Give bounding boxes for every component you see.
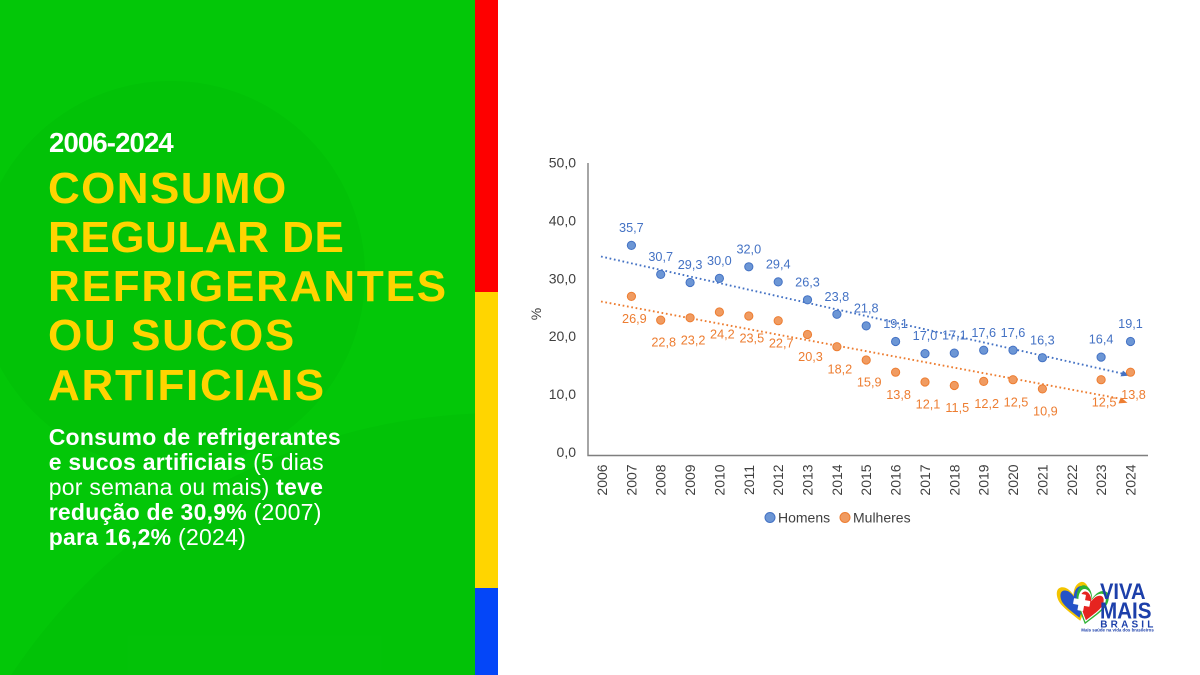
svg-text:20,0: 20,0 <box>549 328 576 344</box>
svg-text:17,6: 17,6 <box>971 326 996 340</box>
svg-text:12,1: 12,1 <box>916 398 941 412</box>
svg-text:12,2: 12,2 <box>974 397 999 411</box>
svg-text:2019: 2019 <box>976 464 992 495</box>
svg-text:30,0: 30,0 <box>549 270 576 286</box>
svg-text:0,0: 0,0 <box>557 444 577 460</box>
svg-text:16,4: 16,4 <box>1089 333 1114 347</box>
svg-text:BRASIL: BRASIL <box>1100 620 1153 631</box>
svg-text:MAIS: MAIS <box>1100 597 1152 623</box>
svg-text:23,2: 23,2 <box>681 333 706 347</box>
svg-text:29,4: 29,4 <box>766 258 791 272</box>
svg-text:15,9: 15,9 <box>857 376 882 390</box>
svg-text:21,8: 21,8 <box>854 302 879 316</box>
svg-text:20,3: 20,3 <box>798 350 823 364</box>
svg-text:2018: 2018 <box>946 464 962 495</box>
svg-text:24,2: 24,2 <box>710 328 735 342</box>
svg-text:19,1: 19,1 <box>1118 317 1143 331</box>
svg-text:2023: 2023 <box>1093 464 1109 495</box>
svg-text:12,5: 12,5 <box>1004 395 1029 409</box>
svg-text:23,8: 23,8 <box>825 290 850 304</box>
svg-text:%: % <box>528 308 544 320</box>
svg-text:30,7: 30,7 <box>648 250 673 264</box>
svg-text:2008: 2008 <box>653 464 669 495</box>
svg-text:2009: 2009 <box>682 464 698 495</box>
svg-text:10,0: 10,0 <box>549 386 576 402</box>
svg-text:50,0: 50,0 <box>549 155 576 171</box>
svg-text:13,8: 13,8 <box>886 388 911 402</box>
svg-text:32,0: 32,0 <box>736 242 761 256</box>
svg-text:2022: 2022 <box>1064 464 1080 495</box>
svg-text:17,6: 17,6 <box>1001 326 1026 340</box>
svg-text:VIVA: VIVA <box>1100 580 1146 604</box>
svg-text:26,3: 26,3 <box>795 275 820 289</box>
svg-text:18,2: 18,2 <box>828 362 853 376</box>
svg-text:12,5: 12,5 <box>1092 395 1117 409</box>
svg-text:16,3: 16,3 <box>1030 333 1055 347</box>
svg-text:2012: 2012 <box>770 464 786 495</box>
svg-text:Mulheres: Mulheres <box>853 509 911 525</box>
svg-text:2010: 2010 <box>711 464 727 495</box>
svg-text:40,0: 40,0 <box>549 213 576 229</box>
svg-text:2011: 2011 <box>741 465 757 495</box>
svg-text:11,5: 11,5 <box>945 401 969 415</box>
svg-text:35,7: 35,7 <box>619 221 644 235</box>
svg-text:2020: 2020 <box>1005 464 1021 495</box>
svg-text:2017: 2017 <box>917 464 933 495</box>
svg-text:2015: 2015 <box>858 464 874 495</box>
svg-text:Homens: Homens <box>778 509 830 525</box>
svg-text:19,1: 19,1 <box>883 317 908 331</box>
svg-text:2006: 2006 <box>594 464 610 495</box>
svg-text:Mais saúde na vida dos brasile: Mais saúde na vida dos brasileiros <box>1081 628 1154 633</box>
svg-text:2024: 2024 <box>1123 464 1139 495</box>
svg-text:23,5: 23,5 <box>739 332 764 346</box>
svg-text:10,9: 10,9 <box>1033 405 1058 419</box>
svg-text:2016: 2016 <box>888 464 904 495</box>
svg-text:2007: 2007 <box>623 464 639 495</box>
svg-text:22,8: 22,8 <box>651 336 676 350</box>
svg-text:2021: 2021 <box>1034 464 1050 495</box>
svg-text:26,9: 26,9 <box>622 312 647 326</box>
svg-text:22,7: 22,7 <box>769 336 794 350</box>
svg-text:2014: 2014 <box>829 464 845 495</box>
svg-text:30,0: 30,0 <box>707 254 732 268</box>
svg-text:13,8: 13,8 <box>1121 388 1146 402</box>
svg-text:2013: 2013 <box>800 464 816 495</box>
svg-text:17,1: 17,1 <box>942 329 967 343</box>
svg-text:29,3: 29,3 <box>678 258 703 272</box>
svg-text:17,0: 17,0 <box>913 329 938 343</box>
